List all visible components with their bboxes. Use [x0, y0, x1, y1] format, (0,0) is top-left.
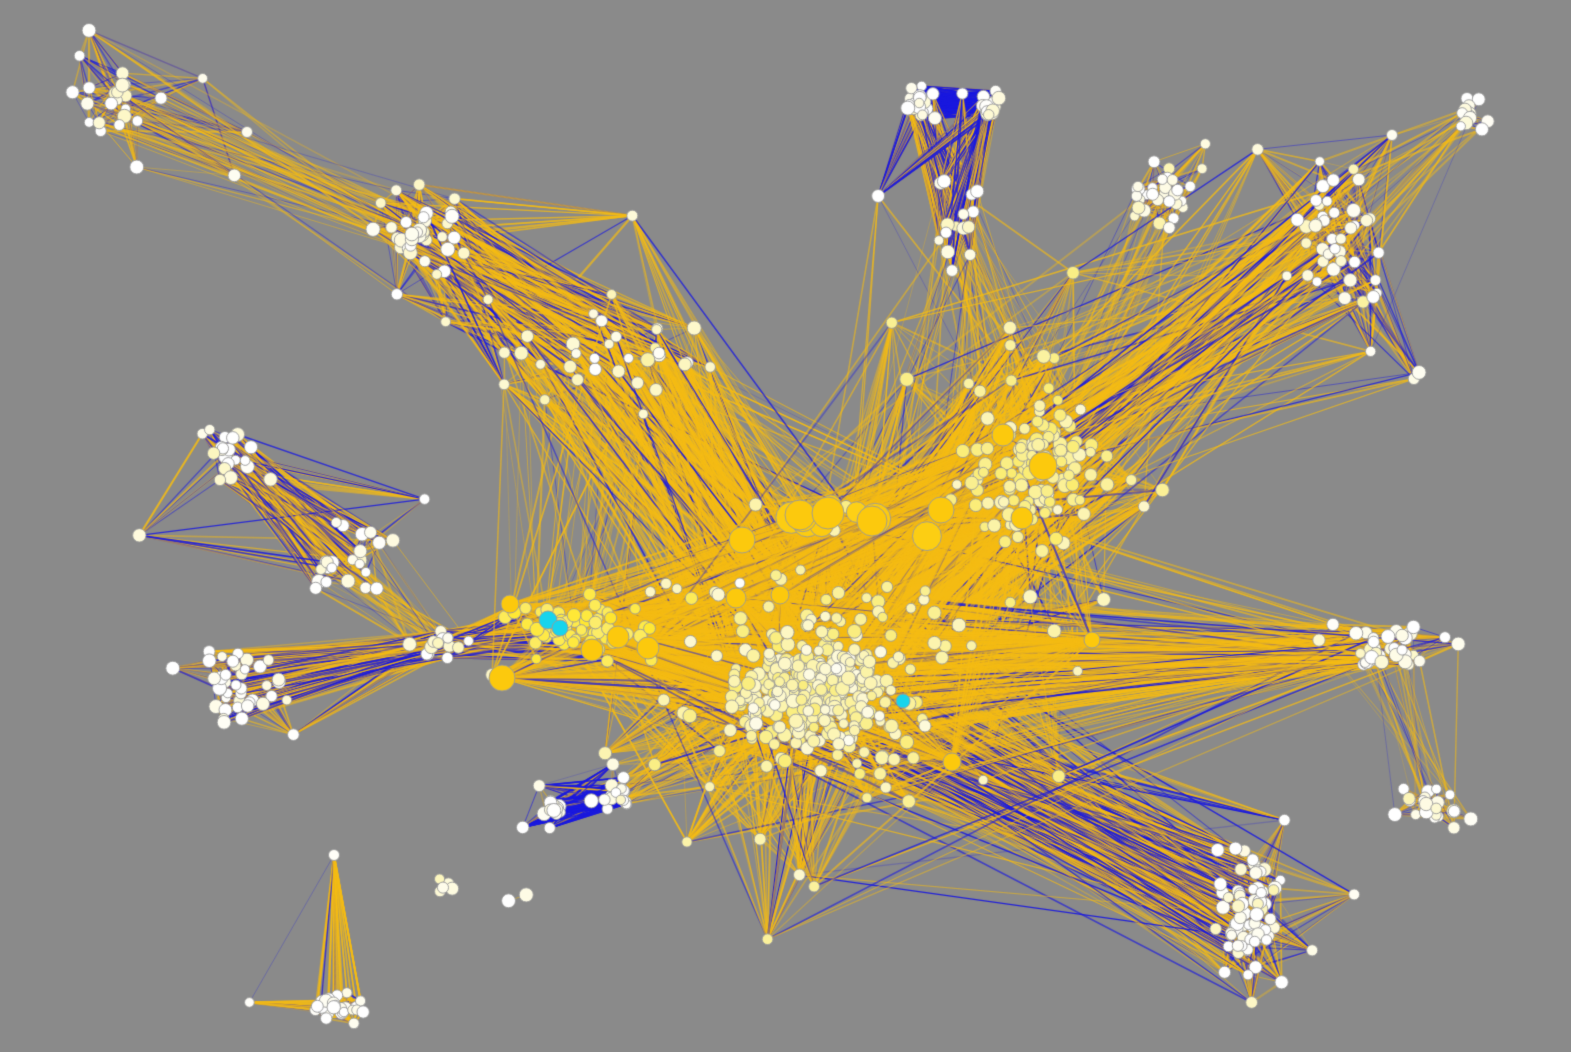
graph-canvas[interactable]	[0, 0, 1571, 1052]
network-graph-visualization[interactable]	[0, 0, 1571, 1052]
